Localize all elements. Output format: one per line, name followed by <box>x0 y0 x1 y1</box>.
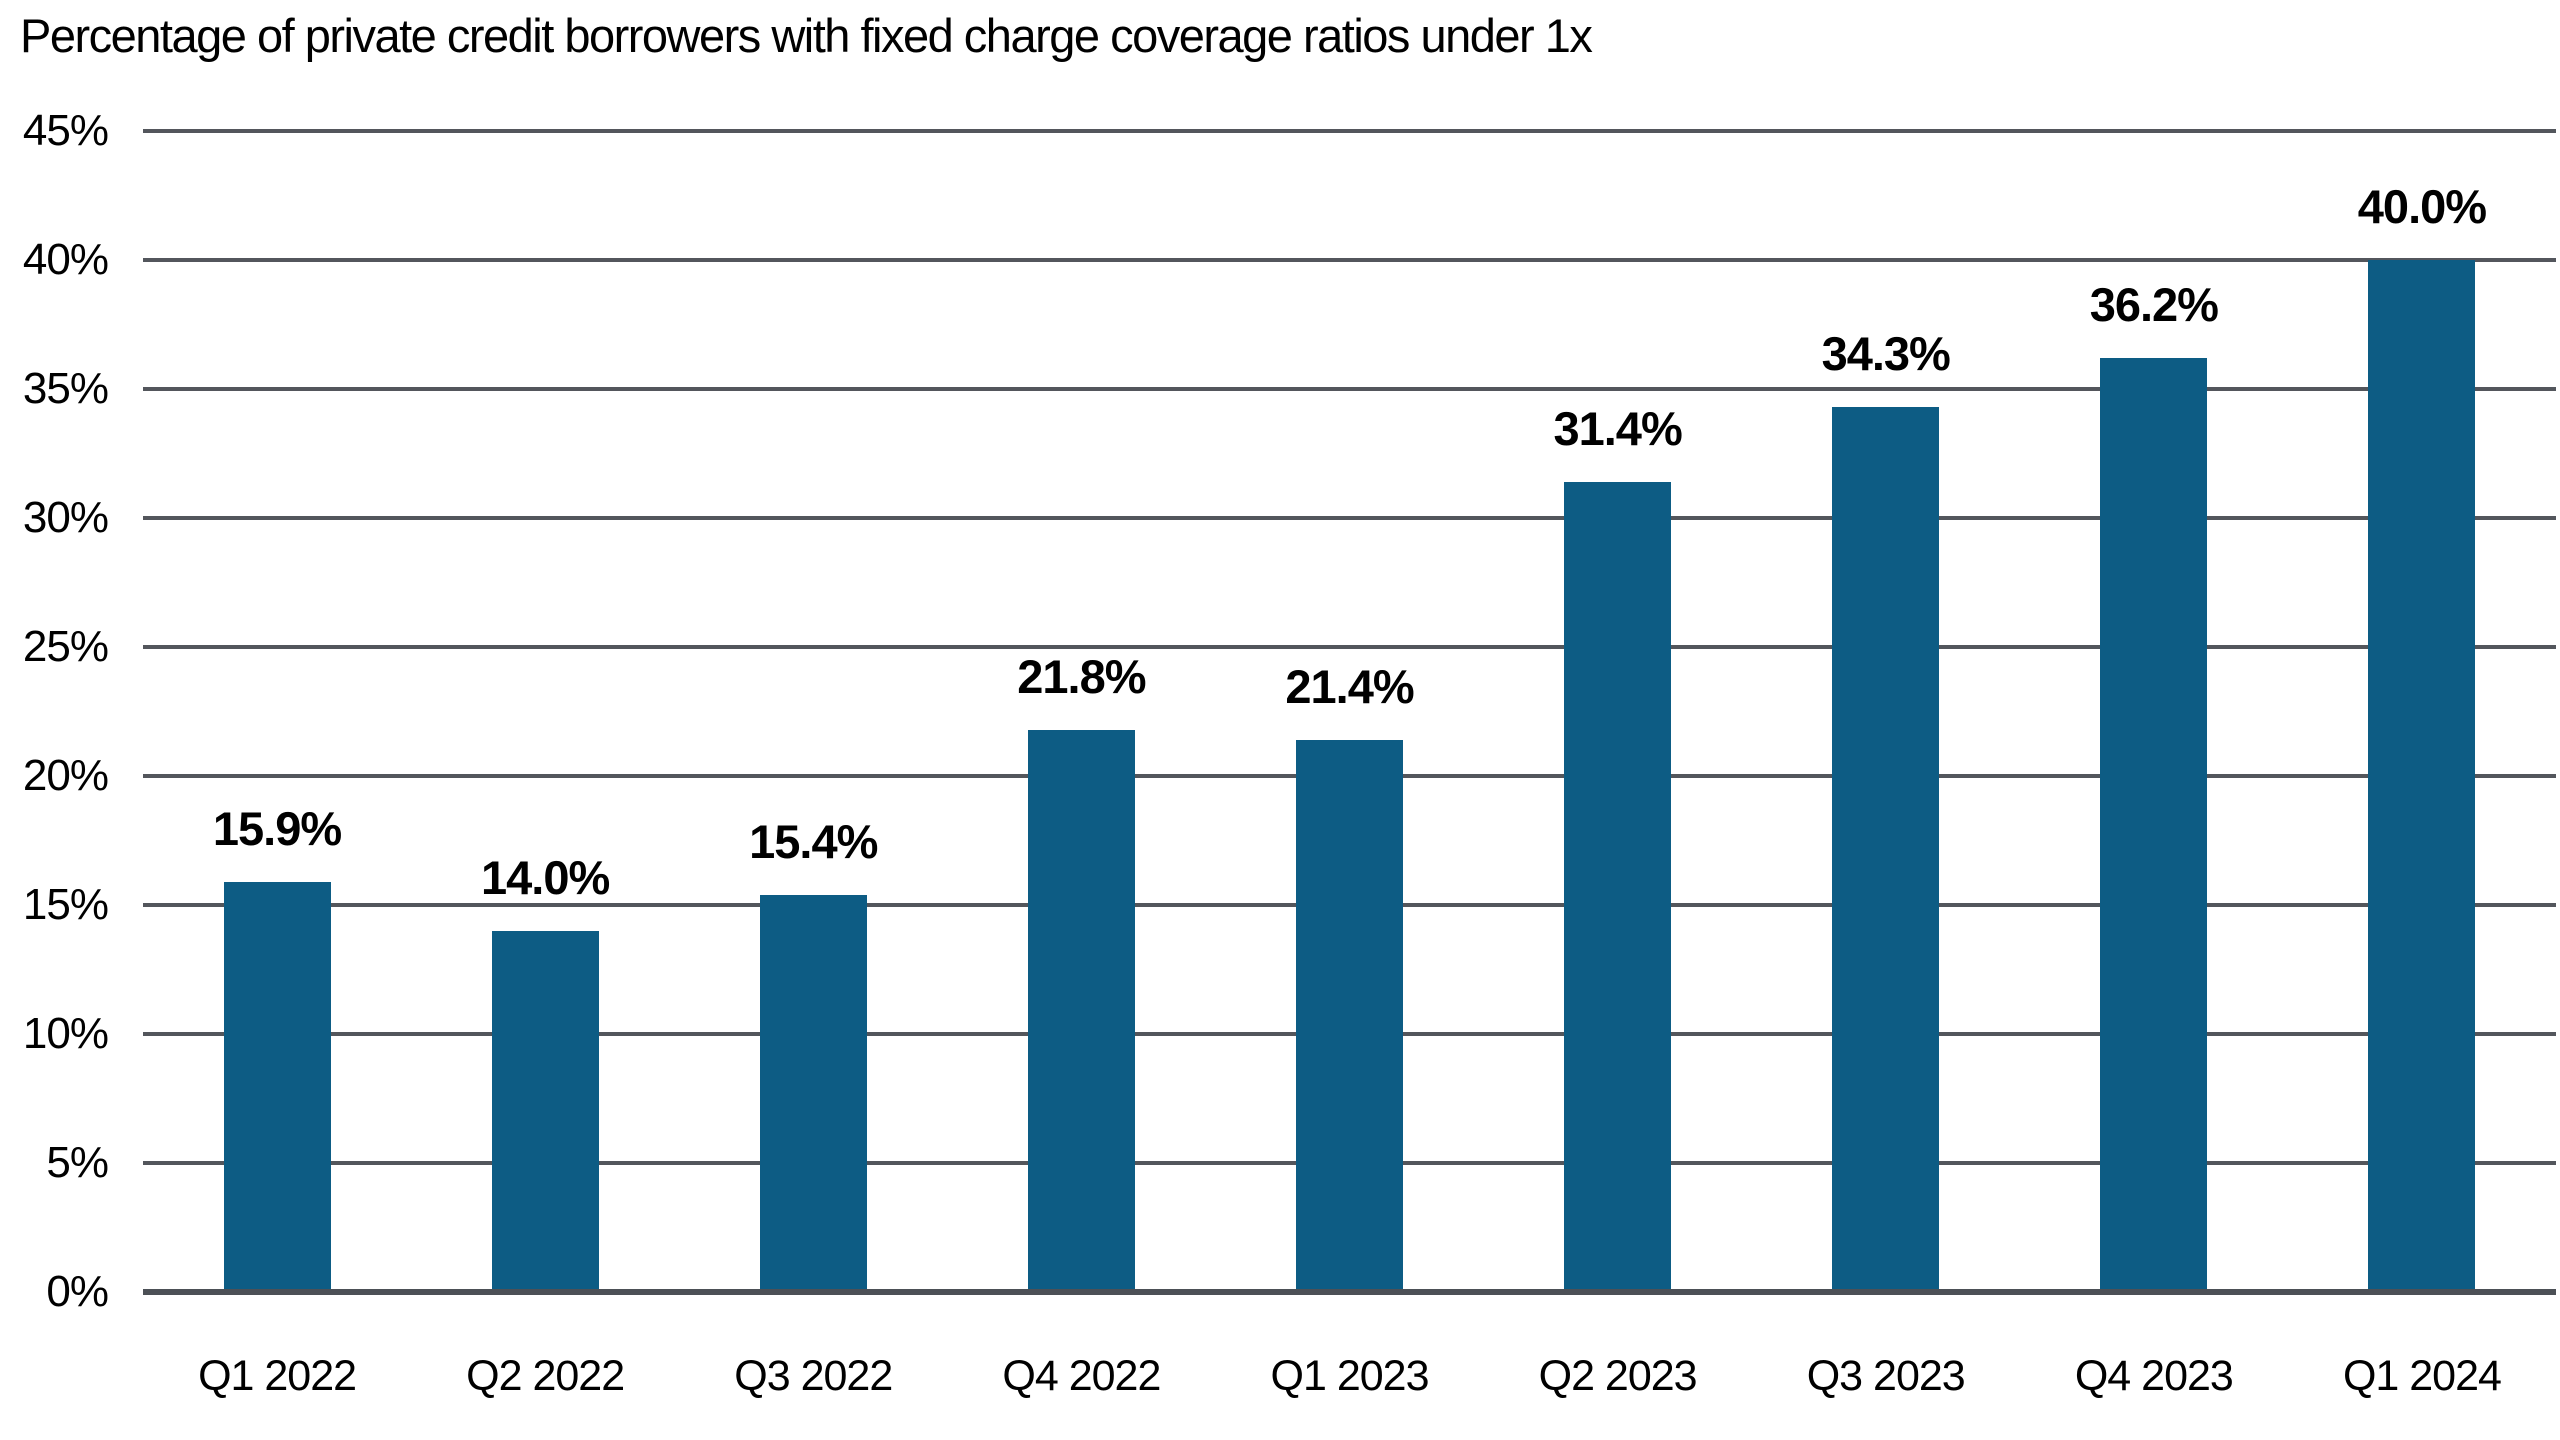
bar-q1-2023 <box>1296 739 1403 1292</box>
bar-value-label-q3-2022: 15.4% <box>749 814 878 868</box>
bar-value-label-q3-2023: 34.3% <box>1821 327 1951 381</box>
x-axis-tick-q3-2023: Q3 2023 <box>1806 1352 1966 1400</box>
gridline-30% <box>143 516 2556 520</box>
x-axis-tick-q4-2023: Q4 2023 <box>2074 1352 2234 1400</box>
y-axis-tick-0%: 0% <box>46 1267 109 1316</box>
bar-value-label-q2-2023: 31.4% <box>1553 401 1682 455</box>
x-axis-tick-q2-2023: Q2 2023 <box>1538 1352 1698 1400</box>
y-axis-tick-20%: 20% <box>22 751 109 800</box>
x-axis-tick-q1-2022: Q1 2022 <box>198 1352 357 1400</box>
y-axis-tick-40%: 40% <box>22 235 109 284</box>
y-axis-tick-15%: 15% <box>22 880 109 929</box>
x-axis-tick-q1-2023: Q1 2023 <box>1270 1352 1430 1400</box>
gridline-25% <box>143 645 2556 649</box>
bar-q2-2022 <box>491 930 599 1292</box>
x-axis-tick-q4-2022: Q4 2022 <box>1002 1352 1161 1400</box>
bar-q3-2023 <box>1832 407 1940 1292</box>
chart-title: Percentage of private credit borrowers w… <box>20 9 1593 62</box>
gridline-45% <box>143 129 2556 133</box>
bar-q4-2023 <box>2100 358 2208 1292</box>
bar-q2-2023 <box>1564 481 1672 1292</box>
bar-q4-2022 <box>1027 729 1135 1292</box>
x-axis-line <box>143 1289 2556 1295</box>
x-axis-tick-q1-2024: Q1 2024 <box>2342 1352 2502 1400</box>
x-axis-tick-q2-2022: Q2 2022 <box>466 1352 625 1400</box>
bar-q1-2022 <box>223 881 331 1292</box>
bar-value-label-q1-2023: 21.4% <box>1285 659 1414 713</box>
bar-value-label-q1-2022: 15.9% <box>212 801 342 855</box>
bar-value-label-q2-2022: 14.0% <box>481 850 610 904</box>
bar-value-label-q1-2024: 40.0% <box>2357 180 2487 233</box>
bar-q3-2022 <box>759 894 867 1292</box>
y-axis-tick-25%: 25% <box>22 622 109 671</box>
gridline-35% <box>143 387 2556 391</box>
gridline-40% <box>143 258 2556 262</box>
bar-value-label-q4-2022: 21.8% <box>1017 649 1146 703</box>
y-axis-tick-30%: 30% <box>22 493 109 542</box>
y-axis-tick-10%: 10% <box>22 1009 109 1058</box>
bar-value-label-q4-2023: 36.2% <box>2089 278 2219 332</box>
y-axis-tick-45%: 45% <box>22 106 109 155</box>
bar-q1-2024 <box>2368 260 2476 1292</box>
y-axis-tick-5%: 5% <box>46 1138 109 1187</box>
y-axis-tick-35%: 35% <box>22 364 109 413</box>
x-axis-tick-q3-2022: Q3 2022 <box>734 1352 893 1400</box>
